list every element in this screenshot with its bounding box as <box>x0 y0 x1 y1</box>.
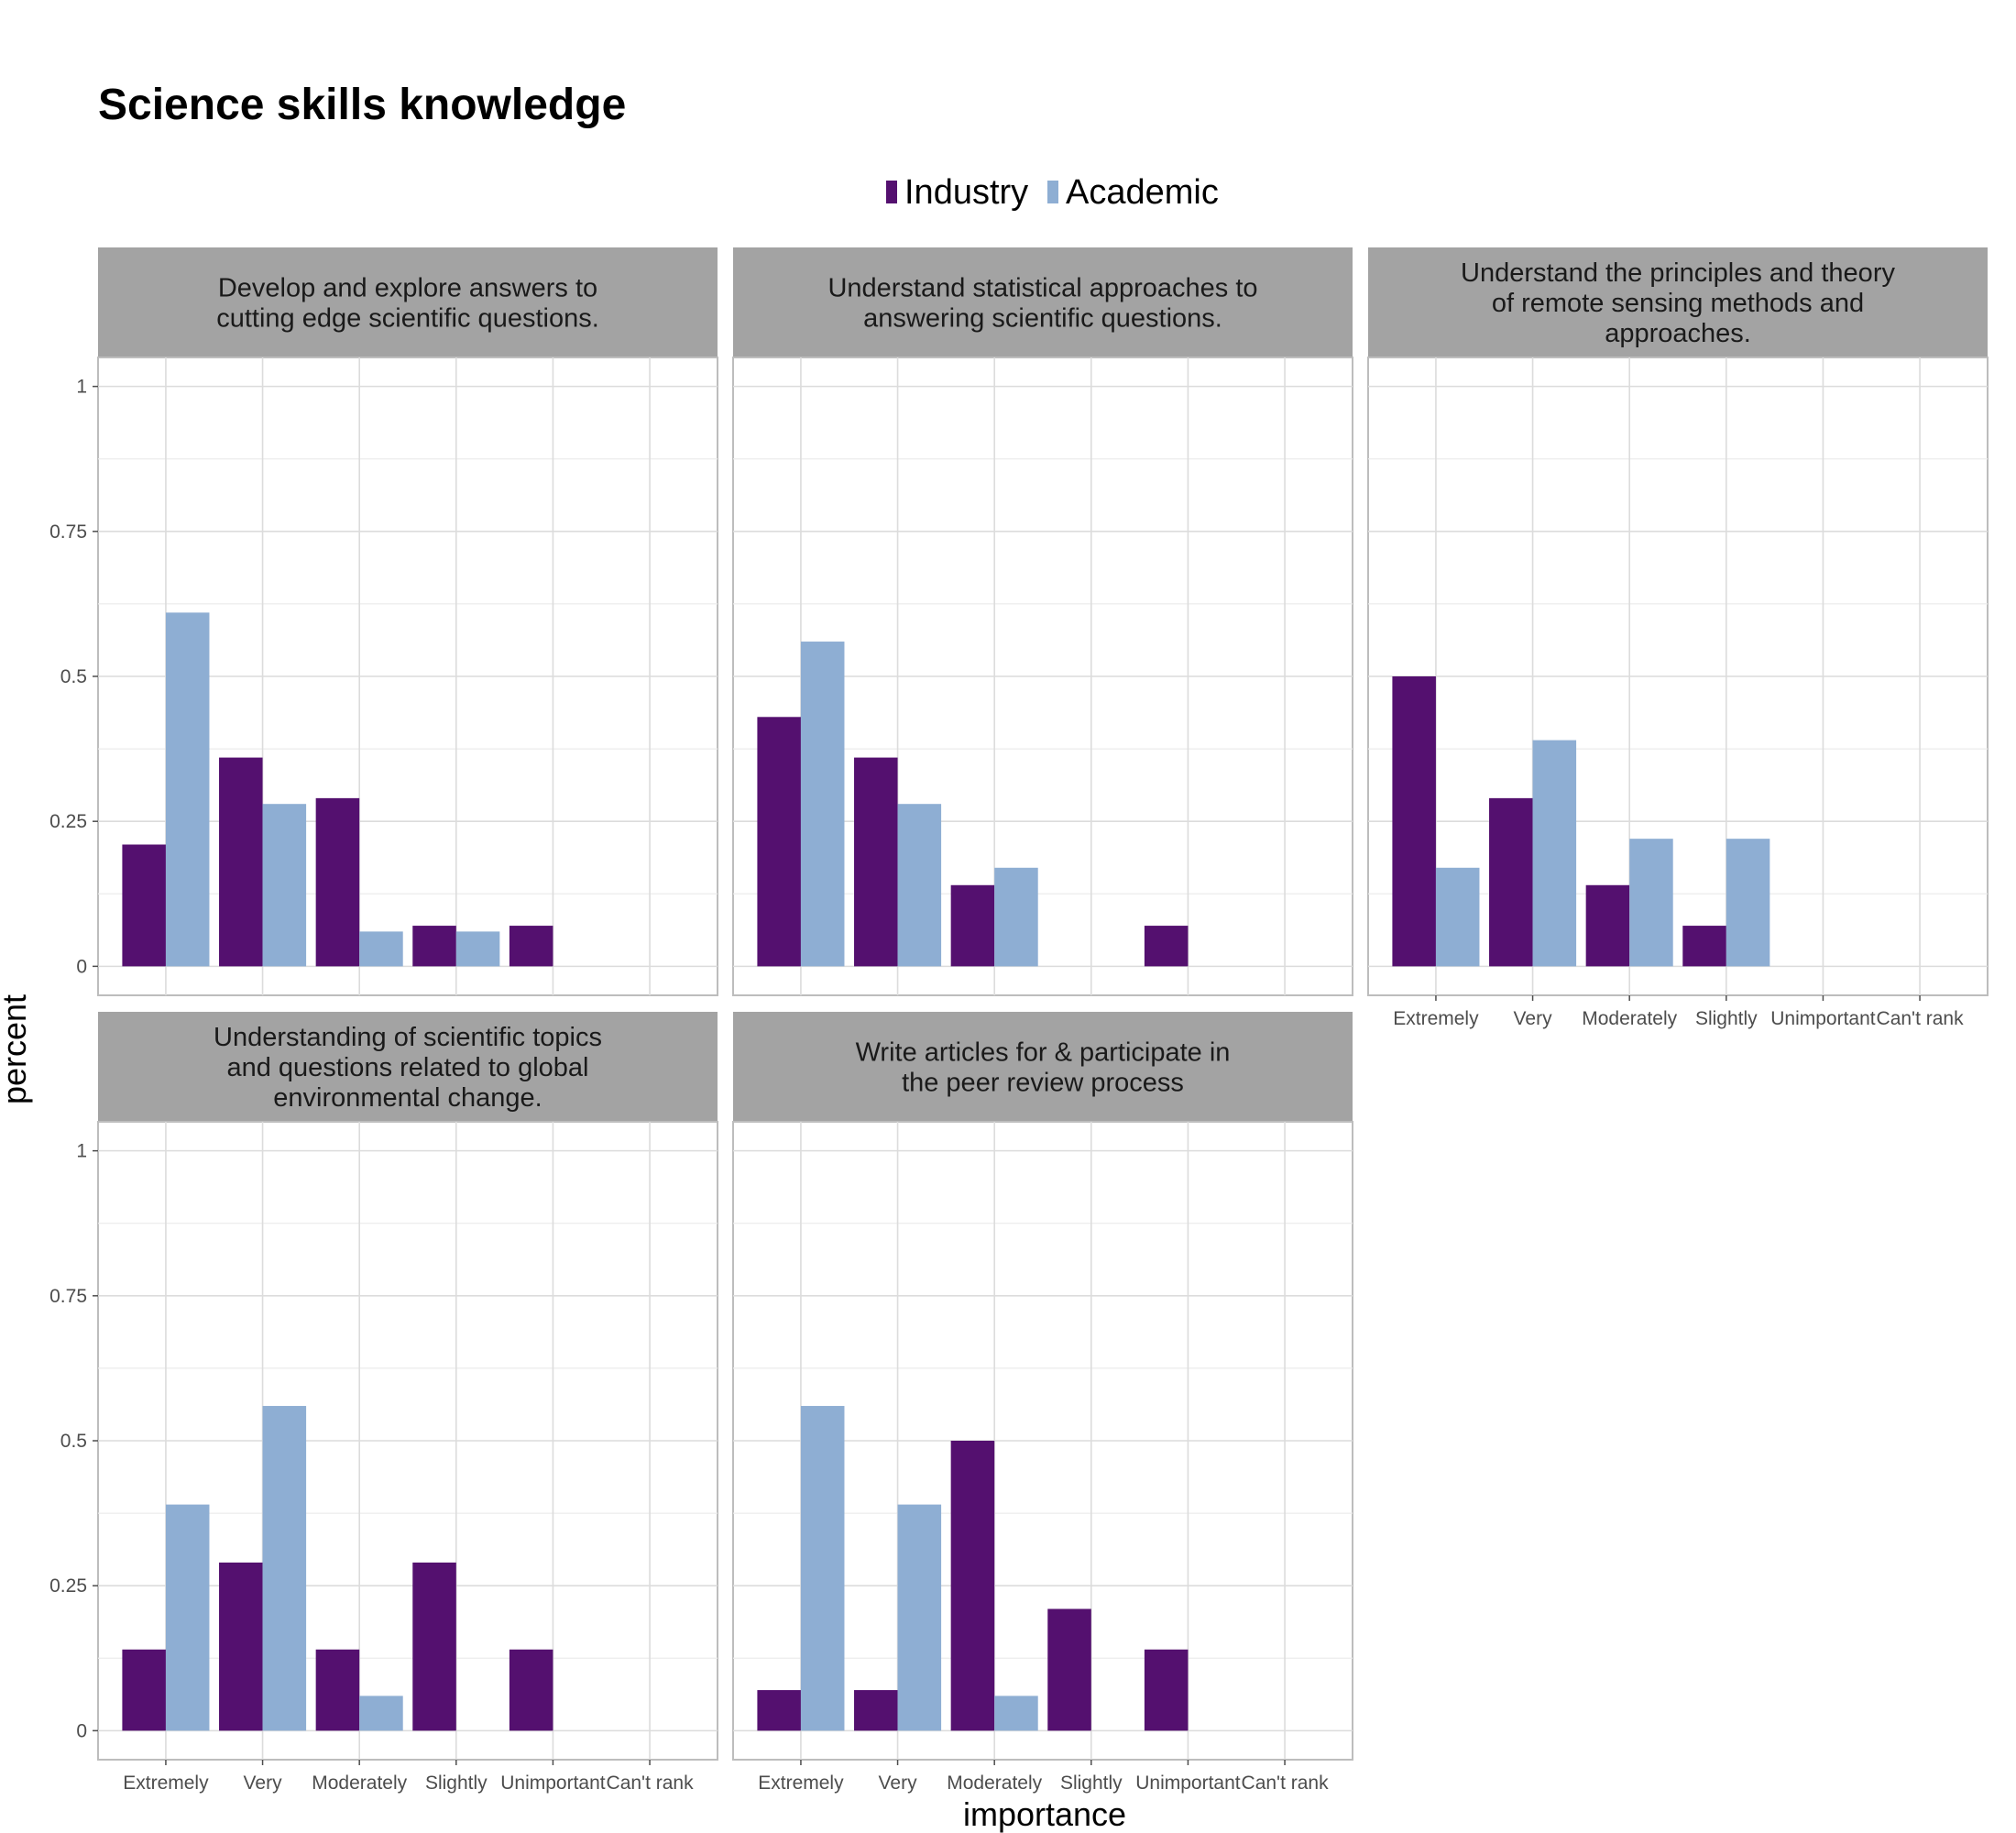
bar-industry-moderately <box>315 1649 360 1731</box>
bar-industry-very <box>219 757 263 967</box>
facet-panel-5: Write articles for & participate in the p… <box>732 1012 1353 1794</box>
x-tick-label: Extremely <box>123 1773 209 1794</box>
chart-title: Science skills knowledge <box>98 81 626 129</box>
facet-strip <box>98 1012 718 1122</box>
bar-industry-very <box>854 1690 898 1731</box>
y-tick-label: 0.25 <box>49 1575 87 1597</box>
x-tick-label: Slightly <box>1695 1008 1758 1029</box>
legend-label-academic: Academic <box>1066 173 1219 212</box>
bar-academic-moderately <box>359 1696 403 1731</box>
bar-academic-moderately <box>994 867 1038 967</box>
x-axis-title: importance <box>963 1795 1126 1833</box>
bar-industry-extremely <box>757 717 801 967</box>
bar-academic-extremely <box>165 612 210 967</box>
bar-industry-extremely <box>1392 676 1436 967</box>
bar-academic-very <box>897 804 942 967</box>
x-tick-label: Can't rank <box>607 1773 695 1794</box>
facet-strip-label: Understanding of scientific topics and qu… <box>214 1023 602 1113</box>
bar-industry-extremely <box>122 844 166 967</box>
x-tick-label: Slightly <box>425 1773 488 1794</box>
x-tick-label: Moderately <box>312 1773 407 1794</box>
x-tick-label: Extremely <box>758 1773 844 1794</box>
bar-industry-moderately <box>1585 884 1630 967</box>
bar-academic-extremely <box>165 1504 210 1731</box>
bar-industry-moderately <box>950 884 995 967</box>
bar-academic-slightly <box>1726 839 1770 967</box>
bar-industry-slightly <box>1047 1608 1091 1731</box>
facet-strip <box>733 1012 1353 1122</box>
bar-academic-extremely <box>800 642 845 967</box>
bar-industry-very <box>1489 797 1533 967</box>
x-tick-label: Can't rank <box>1242 1773 1330 1794</box>
facet-strip-label: Understand statistical approaches to answ… <box>827 274 1257 334</box>
y-tick-label: 0.25 <box>49 811 87 832</box>
x-tick-label: Very <box>244 1773 283 1794</box>
x-tick-label: Unimportant <box>1135 1773 1241 1794</box>
bar-industry-very <box>854 757 898 967</box>
y-axis-title: percent <box>0 994 33 1104</box>
bar-academic-slightly <box>455 931 500 967</box>
y-tick-label: 0 <box>76 1720 87 1741</box>
bar-industry-moderately <box>315 797 360 967</box>
y-tick-label: 1 <box>76 1141 87 1162</box>
bar-academic-very <box>262 1406 307 1731</box>
legend: Industry Academic <box>886 173 1219 212</box>
bar-academic-moderately <box>994 1696 1038 1731</box>
x-tick-label: Very <box>879 1773 918 1794</box>
facet-panels: Develop and explore answers to cutting ed… <box>49 247 1989 1794</box>
facet-panel-3: Understand the principles and theory of r… <box>1367 247 1989 1029</box>
y-tick-label: 1 <box>76 377 87 398</box>
y-tick-label: 0 <box>76 956 87 977</box>
x-tick-label: Unimportant <box>500 1773 606 1794</box>
bar-industry-moderately <box>950 1441 995 1731</box>
facet-panel-1: Develop and explore answers to cutting ed… <box>49 247 718 996</box>
bar-industry-slightly <box>412 1562 456 1731</box>
facet-panel-2: Understand statistical approaches to answ… <box>732 247 1353 996</box>
x-tick-label: Moderately <box>947 1773 1042 1794</box>
facet-strip-label: Develop and explore answers to cutting ed… <box>216 274 599 334</box>
y-tick-label: 0.75 <box>49 521 87 543</box>
bar-industry-unimportant <box>509 926 553 967</box>
bar-industry-unimportant <box>1144 926 1189 967</box>
y-tick-label: 0.5 <box>60 666 87 687</box>
facet-strip <box>1368 247 1988 357</box>
bar-industry-very <box>219 1562 263 1731</box>
bar-academic-extremely <box>800 1406 845 1731</box>
bar-industry-extremely <box>757 1690 801 1731</box>
x-tick-label: Extremely <box>1393 1008 1479 1029</box>
facet-strip-label: Understand the principles and theory of r… <box>1461 258 1895 348</box>
bar-academic-very <box>1532 740 1577 967</box>
bar-academic-extremely <box>1435 867 1480 967</box>
legend-label-industry: Industry <box>904 173 1028 212</box>
bar-industry-unimportant <box>509 1649 553 1731</box>
bar-industry-extremely <box>122 1649 166 1731</box>
x-tick-label: Very <box>1514 1008 1553 1029</box>
facet-panel-4: Understanding of scientific topics and qu… <box>49 1012 718 1794</box>
x-tick-label: Moderately <box>1582 1008 1677 1029</box>
bar-academic-very <box>897 1504 942 1731</box>
legend-swatch-academic <box>1047 181 1058 203</box>
y-tick-label: 0.5 <box>60 1431 87 1452</box>
facet-strip-label: Write articles for & participate in the p… <box>856 1038 1231 1098</box>
facet-strip <box>98 247 718 357</box>
bar-academic-moderately <box>359 931 403 967</box>
bar-industry-slightly <box>412 926 456 967</box>
x-tick-label: Slightly <box>1060 1773 1123 1794</box>
x-tick-label: Unimportant <box>1770 1008 1876 1029</box>
y-tick-label: 0.75 <box>49 1286 87 1307</box>
facet-strip <box>733 247 1353 357</box>
bar-academic-very <box>262 804 307 967</box>
legend-swatch-industry <box>886 181 897 203</box>
x-tick-label: Can't rank <box>1877 1008 1965 1029</box>
bar-industry-slightly <box>1682 926 1726 967</box>
bar-industry-unimportant <box>1144 1649 1189 1731</box>
bar-academic-moderately <box>1629 839 1673 967</box>
